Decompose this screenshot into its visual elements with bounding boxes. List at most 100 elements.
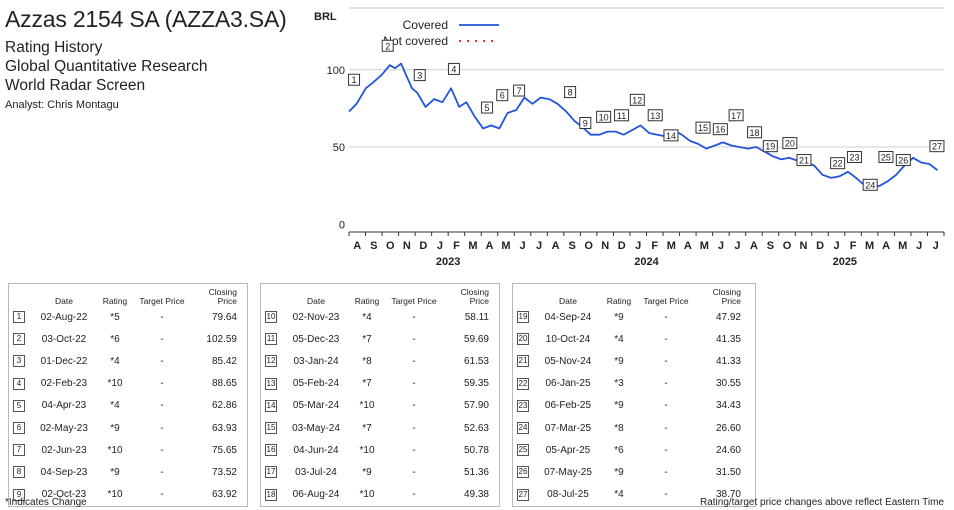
row-index-cell: 4	[9, 373, 31, 395]
x-month-label: O	[386, 240, 395, 252]
row-closing-price: 63.92	[211, 489, 237, 501]
row-rating: *4	[110, 355, 120, 367]
row-index-cell: 24	[513, 417, 535, 439]
row-index: 2	[13, 333, 25, 346]
row-rating: *10	[359, 444, 375, 456]
row-closing-price: 88.65	[211, 378, 237, 390]
x-month-label: A	[684, 240, 692, 252]
header-date: Date	[559, 296, 577, 306]
row-rating: *9	[110, 466, 120, 478]
row-index: 11	[265, 333, 277, 346]
table-row: 7 02-Jun-23 *10 - 75.65	[9, 439, 243, 461]
row-target-price: -	[412, 444, 416, 456]
row-date: 10-Oct-24	[545, 333, 591, 345]
rating-marker-box	[381, 39, 394, 52]
x-year-label: 2024	[634, 256, 659, 268]
header-rating: Rating	[102, 296, 128, 306]
table-row: 27 08-Jul-25 *4 - 38.70	[513, 484, 747, 506]
row-index: 4	[13, 377, 25, 390]
row-index-cell: 18	[261, 484, 283, 506]
legend-label: Not covered	[383, 34, 448, 48]
row-index-cell: 17	[261, 461, 283, 483]
row-rating: *8	[362, 355, 372, 367]
rating-marker-label: 23	[849, 152, 859, 162]
table-row: 16 04-Jun-24 *10 - 50.78	[261, 439, 495, 461]
row-closing-price: 61.53	[463, 355, 489, 367]
x-month-label: F	[651, 240, 658, 252]
row-closing-price: 24.60	[715, 444, 741, 456]
row-target-price: -	[412, 355, 416, 367]
x-month-label: A	[486, 240, 494, 252]
rating-marker-box	[447, 62, 460, 75]
x-month-label: A	[882, 240, 890, 252]
row-date: 01-Dec-22	[40, 355, 88, 367]
rating-table-1: Date Rating Target Price Closing Price 1 02-A…	[8, 283, 248, 507]
rating-marker-label: 19	[765, 142, 775, 152]
rating-marker-label: 11	[617, 111, 626, 121]
y-axis-label: BRL	[314, 11, 337, 23]
table-row: 1 02-Aug-22 *5 - 79.64	[9, 306, 243, 328]
rating-marker-label: 17	[731, 111, 741, 121]
row-date: 05-Apr-25	[545, 444, 591, 456]
row-target-price: -	[664, 400, 668, 412]
rating-marker-label: 22	[833, 159, 843, 169]
rating-marker-label: 5	[485, 103, 490, 113]
row-index-cell: 10	[261, 306, 283, 328]
row-closing-price: 30.55	[715, 378, 741, 390]
row-rating: *8	[614, 422, 624, 434]
row-target-price: -	[664, 444, 668, 456]
row-closing-price: 47.92	[715, 311, 741, 323]
table-row: 4 02-Feb-23 *10 - 88.65	[9, 373, 243, 395]
table-row: 22 06-Jan-25 *3 - 30.55	[513, 373, 747, 395]
row-date: 08-Jul-25	[547, 489, 589, 501]
row-date: 02-Aug-22	[40, 311, 88, 323]
row-index: 13	[265, 377, 277, 390]
row-closing-price: 63.93	[211, 422, 237, 434]
rating-marker-label: 12	[632, 95, 642, 105]
x-month-label: D	[419, 240, 427, 252]
row-index-cell: 20	[513, 328, 535, 350]
row-index-cell: 16	[261, 439, 283, 461]
row-index-cell: 3	[9, 350, 31, 372]
header-closing-price: Closing Price	[460, 287, 489, 306]
rating-marker-box	[782, 137, 798, 150]
table-row: 20 10-Oct-24 *4 - 41.35	[513, 328, 747, 350]
row-rating: *4	[614, 489, 624, 501]
x-month-label: M	[700, 240, 709, 252]
rating-marker-label: 6	[500, 91, 505, 101]
row-closing-price: 50.78	[463, 444, 489, 456]
row-closing-price: 79.64	[211, 311, 237, 323]
rating-marker-box	[862, 178, 878, 191]
row-closing-price: 57.90	[463, 400, 489, 412]
row-closing-price: 41.35	[715, 333, 741, 345]
rating-marker-box	[579, 116, 592, 129]
table-row: 11 05-Dec-23 *7 - 59.69	[261, 328, 495, 350]
row-index: 14	[265, 399, 277, 412]
x-month-label: D	[816, 240, 824, 252]
row-index: 26	[517, 466, 529, 479]
row-date: 04-Sep-24	[544, 311, 592, 323]
row-rating: *3	[614, 378, 624, 390]
row-rating: *10	[107, 489, 123, 501]
row-rating: *10	[359, 489, 375, 501]
row-index-cell: 26	[513, 461, 535, 483]
x-month-label: S	[568, 240, 575, 252]
table-row: 9 02-Oct-23 *10 - 63.92	[9, 484, 243, 506]
row-date: 06-Jan-25	[545, 378, 591, 390]
row-index: 12	[265, 355, 277, 368]
row-index-cell: 21	[513, 350, 535, 372]
row-index: 8	[13, 466, 25, 479]
row-rating: *9	[614, 400, 624, 412]
x-month-label: M	[667, 240, 676, 252]
row-target-price: -	[412, 489, 416, 501]
row-target-price: -	[412, 311, 416, 323]
x-month-label: J	[734, 240, 740, 252]
rating-marker-box	[712, 123, 728, 136]
table-row: 19 04-Sep-24 *9 - 47.92	[513, 306, 747, 328]
row-target-price: -	[664, 378, 668, 390]
row-date: 04-Jun-24	[293, 444, 339, 456]
row-target-price: -	[160, 311, 164, 323]
row-date: 02-Nov-23	[292, 311, 340, 323]
row-date: 05-Dec-23	[292, 333, 340, 345]
row-closing-price: 31.50	[715, 466, 741, 478]
